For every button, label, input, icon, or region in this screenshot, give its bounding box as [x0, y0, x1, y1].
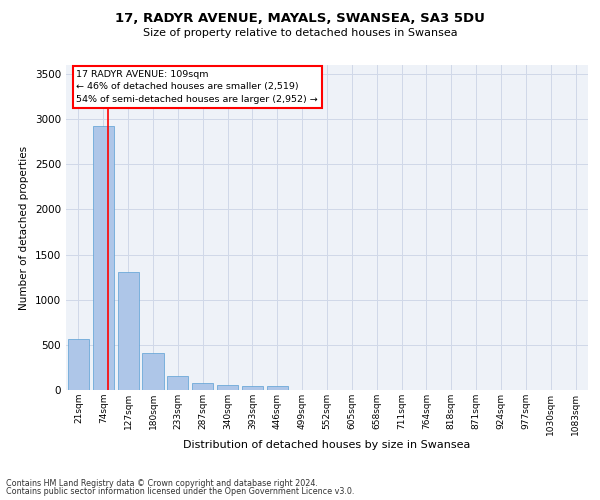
X-axis label: Distribution of detached houses by size in Swansea: Distribution of detached houses by size … — [184, 440, 470, 450]
Bar — [217, 385, 238, 390]
Text: Contains HM Land Registry data © Crown copyright and database right 2024.: Contains HM Land Registry data © Crown c… — [6, 478, 318, 488]
Bar — [192, 383, 213, 390]
Bar — [118, 272, 139, 390]
Bar — [142, 353, 164, 390]
Bar — [167, 376, 188, 390]
Bar — [93, 126, 114, 390]
Bar — [68, 338, 89, 390]
Text: 17 RADYR AVENUE: 109sqm
← 46% of detached houses are smaller (2,519)
54% of semi: 17 RADYR AVENUE: 109sqm ← 46% of detache… — [76, 70, 318, 104]
Bar — [242, 386, 263, 390]
Text: Contains public sector information licensed under the Open Government Licence v3: Contains public sector information licen… — [6, 487, 355, 496]
Y-axis label: Number of detached properties: Number of detached properties — [19, 146, 29, 310]
Text: Size of property relative to detached houses in Swansea: Size of property relative to detached ho… — [143, 28, 457, 38]
Text: 17, RADYR AVENUE, MAYALS, SWANSEA, SA3 5DU: 17, RADYR AVENUE, MAYALS, SWANSEA, SA3 5… — [115, 12, 485, 26]
Bar — [267, 386, 288, 390]
